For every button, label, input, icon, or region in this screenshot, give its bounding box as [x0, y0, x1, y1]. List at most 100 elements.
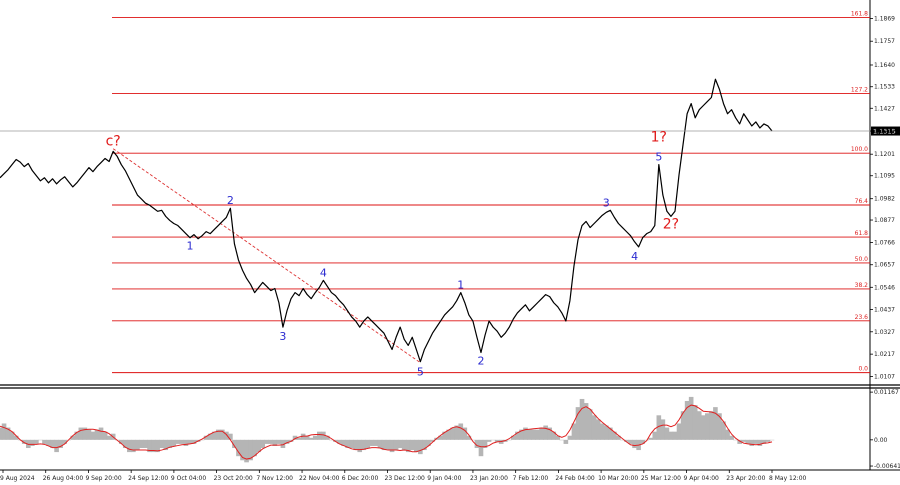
osc-histogram-bar-14	[54, 439, 59, 453]
time-tick-label-9: 23 Dec 12:00	[385, 475, 426, 482]
osc-histogram-bar-52	[207, 433, 213, 440]
fib-level-label-0: 161.8	[851, 10, 868, 17]
osc-histogram-bar-64	[256, 439, 261, 453]
osc-histogram-bar-150	[603, 425, 609, 440]
osc-histogram-bar-151	[608, 427, 613, 440]
price-tick-label-7: 1.1095	[874, 173, 895, 180]
osc-histogram-bar-70	[280, 439, 286, 449]
osc-histogram-bar-51	[203, 435, 209, 440]
osc-histogram-bar-135	[543, 425, 548, 440]
osc-histogram-bar-94	[377, 439, 383, 449]
osc-histogram-bar-132	[531, 429, 536, 440]
osc-histogram-bar-99	[397, 439, 403, 449]
osc-histogram-bar-54	[215, 429, 221, 440]
price-tick-label-14: 1.0327	[874, 329, 895, 336]
time-tick-label-12: 7 Feb 12:00	[513, 475, 549, 482]
wave-label-8: 3	[603, 196, 610, 209]
osc-histogram-bar-138	[555, 435, 561, 440]
osc-histogram-bar-37	[147, 439, 152, 453]
osc-histogram-bar-98	[393, 439, 399, 451]
osc-histogram-bar-170	[684, 400, 690, 440]
current-price-group: 1.1315	[0, 126, 900, 136]
osc-histogram-bar-22	[86, 429, 92, 440]
osc-histogram-bar-131	[527, 429, 532, 440]
osc-histogram-bar-120	[482, 439, 488, 449]
osc-histogram-bar-133	[535, 429, 540, 440]
osc-histogram-bar-34	[135, 439, 140, 451]
osc-histogram-bar-155	[624, 439, 629, 442]
osc-histogram-bar-15	[58, 439, 63, 449]
time-tick-label-8: 6 Dec 20:00	[342, 475, 379, 482]
time-tick-label-4: 9 Oct 04:00	[171, 475, 206, 482]
osc-histogram-bar-110	[442, 431, 447, 440]
osc-histogram-bar-42	[167, 439, 173, 449]
osc-histogram-bar-141	[567, 435, 573, 440]
osc-histogram-bar-24	[94, 429, 100, 440]
wave-label-4: 4	[320, 266, 327, 279]
wave-label-7: 2	[477, 355, 484, 368]
main-panel	[0, 0, 870, 385]
osc-histogram-bar-128	[515, 431, 520, 440]
osc-histogram-bar-173	[696, 411, 702, 440]
osc-histogram-bar-1	[1, 423, 7, 440]
osc-histogram-bar-188	[757, 439, 763, 446]
osc-histogram-bar-144	[579, 398, 585, 440]
osc-histogram-bar-189	[761, 439, 767, 444]
osc-histogram-bar-119	[478, 439, 484, 457]
osc-histogram-bar-79	[316, 431, 322, 440]
osc-histogram-bar-180	[725, 429, 730, 440]
wave-label-12: 2?	[663, 216, 679, 232]
time-tick-label-15: 25 Mar 12:00	[641, 475, 681, 482]
time-tick-label-1: 26 Aug 04:00	[43, 475, 84, 482]
osc-histogram-bar-163	[656, 415, 662, 440]
osc-histogram-bar-46	[183, 439, 189, 446]
osc-histogram-bar-105	[422, 439, 427, 451]
osc-histogram-bar-60	[240, 439, 245, 461]
osc-histogram-bar-95	[381, 439, 387, 451]
wave-label-0: c?	[106, 133, 121, 149]
osc-histogram-bar-172	[692, 405, 698, 440]
time-tick-label-18: 8 May 12:00	[769, 475, 807, 482]
osc-histogram-bar-134	[539, 427, 544, 440]
osc-histogram-bar-149	[599, 423, 605, 440]
fib-level-label-2: 100.0	[851, 146, 868, 153]
osc-histogram-bar-153	[616, 435, 621, 440]
osc-histogram-bar-58	[232, 439, 237, 449]
osc-histogram-bar-81	[325, 435, 330, 440]
osc-histogram-bar-20	[78, 427, 84, 440]
osc-histogram-bar-190	[765, 439, 771, 442]
osc-histogram-bar-113	[454, 425, 460, 440]
price-series-line	[0, 78, 773, 363]
time-axis: 9 Aug 2024 26 Aug 04:00 9 Sep 20:00 24 Sep …	[0, 470, 807, 482]
time-tick-label-3: 24 Sep 12:00	[128, 475, 168, 482]
price-tick-label-4: 1.1427	[874, 105, 895, 112]
osc-histogram-bar-4	[13, 435, 19, 440]
osc-histogram-bar-78	[312, 435, 318, 440]
osc-histogram-bar-2	[5, 427, 11, 440]
osc-histogram-bar-183	[737, 439, 742, 444]
price-tick-label-16: 1.0107	[874, 373, 895, 380]
osc-histogram-bar-18	[70, 435, 76, 440]
osc-histogram-bar-56	[224, 431, 229, 440]
time-tick-label-14: 10 Mar 20:00	[598, 475, 638, 482]
osc-histogram-bar-89	[357, 439, 363, 453]
osc-histogram-bar-164	[660, 419, 666, 440]
wave-label-6: 1	[457, 279, 464, 292]
time-tick-label-7: 22 Nov 04:00	[299, 475, 340, 482]
wave-label-2: 2	[227, 194, 234, 207]
time-tick-label-10: 9 Jan 04:00	[427, 475, 461, 482]
osc-histogram-bar-148	[595, 419, 601, 440]
osc-histogram-bar-23	[90, 431, 96, 440]
osc-histogram-bar-104	[418, 439, 423, 455]
price-tick-label-2: 1.1640	[874, 62, 895, 69]
osc-histogram-bar-100	[401, 439, 407, 451]
osc-histogram-bar-71	[284, 439, 290, 444]
osc-histogram-bar-147	[591, 415, 597, 440]
osc-histogram-bar-11	[42, 439, 47, 444]
osc-histogram-bar-12	[46, 439, 51, 446]
osc-histogram-bar-109	[438, 435, 443, 440]
osc-histogram-bar-44	[175, 439, 181, 444]
wave-label-10: 5	[655, 151, 662, 164]
osc-histogram-bar-41	[163, 439, 169, 451]
osc-histogram-bar-156	[628, 439, 633, 444]
